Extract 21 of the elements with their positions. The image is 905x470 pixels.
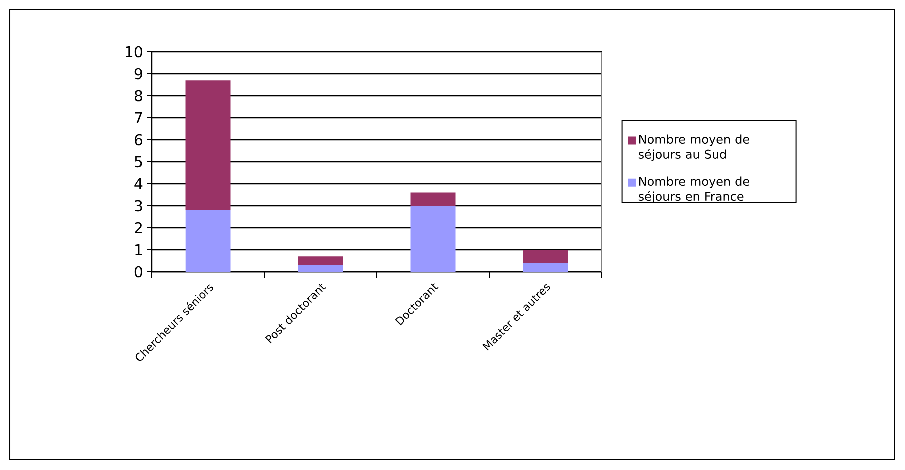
bar [298, 265, 344, 272]
y-tick-label: 3 [135, 200, 142, 212]
y-tick-label: 4 [134, 178, 143, 190]
y-tick-label: 9 [134, 68, 142, 80]
y-tick-label: 2 [135, 222, 142, 234]
y-tick-label: 6 [134, 134, 143, 146]
bar [186, 80, 231, 210]
bar [523, 250, 568, 264]
bar [523, 263, 568, 272]
y-tick-label: 5 [135, 156, 142, 168]
bar [410, 206, 456, 272]
bar [298, 256, 344, 266]
y-tick-label: 10 [126, 46, 142, 58]
y-tick-label: 1 [136, 244, 142, 256]
y-tick-label: 7 [135, 112, 142, 124]
legend-label: Nombre moyen de séjours en France [638, 176, 750, 204]
bar [410, 192, 456, 206]
y-tick-label: 8 [134, 90, 142, 102]
y-tick-label: 0 [134, 266, 142, 278]
bar [186, 210, 231, 272]
legend-label: Nombre moyen de séjours au Sud [638, 134, 750, 162]
